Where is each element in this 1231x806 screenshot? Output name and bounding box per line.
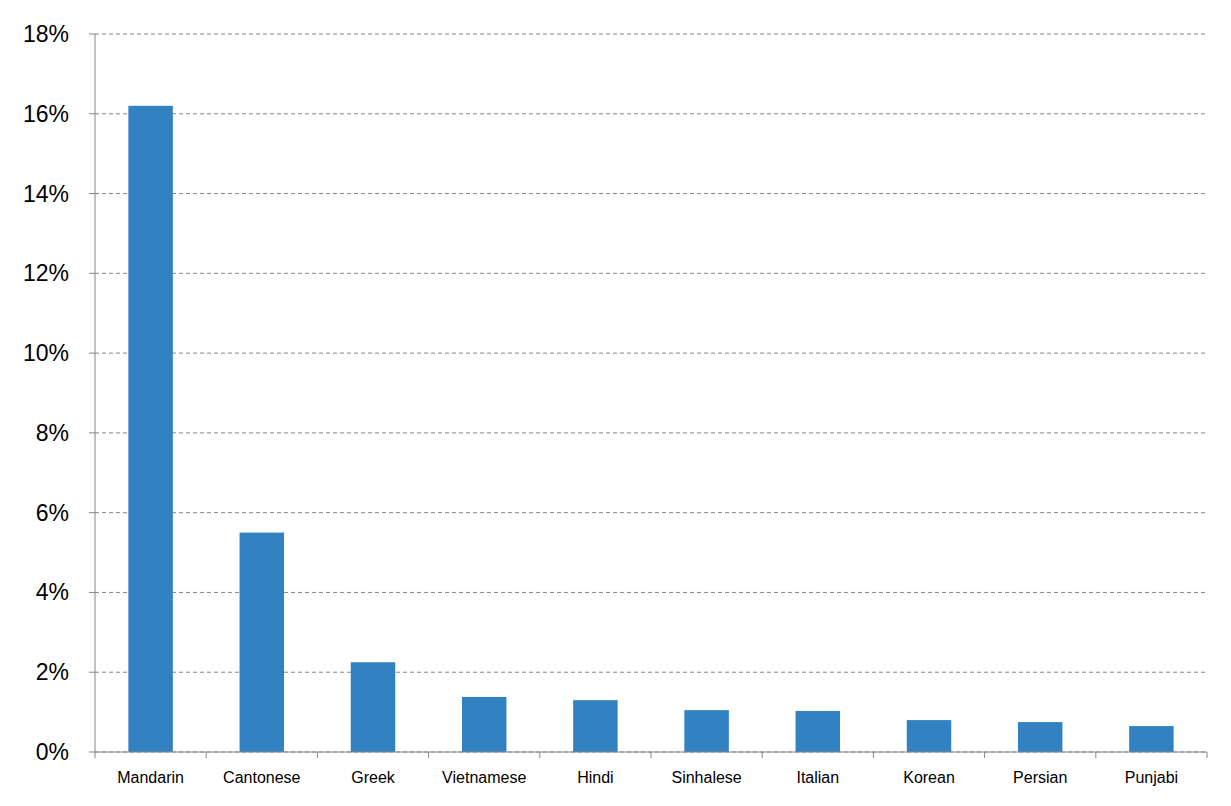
bars [128, 106, 1173, 752]
y-tick-label: 12% [23, 260, 69, 286]
bar [684, 710, 728, 752]
x-tick-label: Greek [351, 769, 396, 786]
y-axis [95, 34, 96, 752]
y-tick [89, 193, 95, 194]
x-tick-label: Hindi [577, 769, 613, 786]
x-tick [984, 752, 985, 758]
x-tick [762, 752, 763, 758]
y-tick [89, 752, 95, 753]
bar [796, 711, 840, 752]
y-tick-label: 6% [36, 500, 69, 526]
y-tick [89, 592, 95, 593]
x-tick [539, 752, 540, 758]
grid-line [95, 34, 1207, 35]
grid-line [95, 273, 1207, 274]
x-tick [1207, 752, 1208, 758]
bar [1129, 726, 1173, 752]
y-tick-label: 18% [23, 21, 69, 47]
bar [351, 662, 395, 752]
x-tick-label: Italian [796, 769, 839, 786]
grid-line [95, 193, 1207, 194]
grid-line [95, 113, 1207, 114]
x-tick-label: Persian [1013, 769, 1067, 786]
bar [240, 533, 284, 752]
x-tick-label: Korean [903, 769, 955, 786]
bar [128, 106, 172, 752]
y-tick-label: 4% [36, 579, 69, 605]
x-tick-label: Cantonese [223, 769, 300, 786]
grid [89, 34, 1207, 752]
grid-line [95, 353, 1207, 354]
y-tick-label: 0% [36, 739, 69, 765]
y-tick [89, 353, 95, 354]
y-tick [89, 512, 95, 513]
y-tick-label: 2% [36, 659, 69, 685]
y-tick-label: 16% [23, 101, 69, 127]
bar [907, 720, 951, 752]
bar [462, 697, 506, 752]
y-tick [89, 34, 95, 35]
x-tick [873, 752, 874, 758]
x-tick [95, 752, 96, 758]
y-tick [89, 672, 95, 673]
bar [1018, 722, 1062, 752]
grid-line [95, 512, 1207, 513]
y-tick [89, 273, 95, 274]
x-tick [206, 752, 207, 758]
x-tick-label: Mandarin [117, 769, 184, 786]
x-tick-label: Sinhalese [671, 769, 741, 786]
chart-svg: 0% 2% 4% 6% 8% 10% 12% 14% 16% 18% Mandarin Cantone… [0, 0, 1231, 806]
chart-container: 0% 2% 4% 6% 8% 10% 12% 14% 16% 18% Mandarin Cantone… [0, 0, 1231, 806]
y-tick-label: 8% [36, 420, 69, 446]
y-tick-label: 10% [23, 340, 69, 366]
x-tick-label: Vietnamese [442, 769, 526, 786]
x-tick-label: Punjabi [1125, 769, 1178, 786]
y-tick [89, 432, 95, 433]
x-tick [428, 752, 429, 758]
x-tick [651, 752, 652, 758]
x-tick [1095, 752, 1096, 758]
grid-line [95, 432, 1207, 433]
x-tick [317, 752, 318, 758]
bar [573, 700, 617, 752]
y-tick [89, 113, 95, 114]
y-tick-label: 14% [23, 181, 69, 207]
